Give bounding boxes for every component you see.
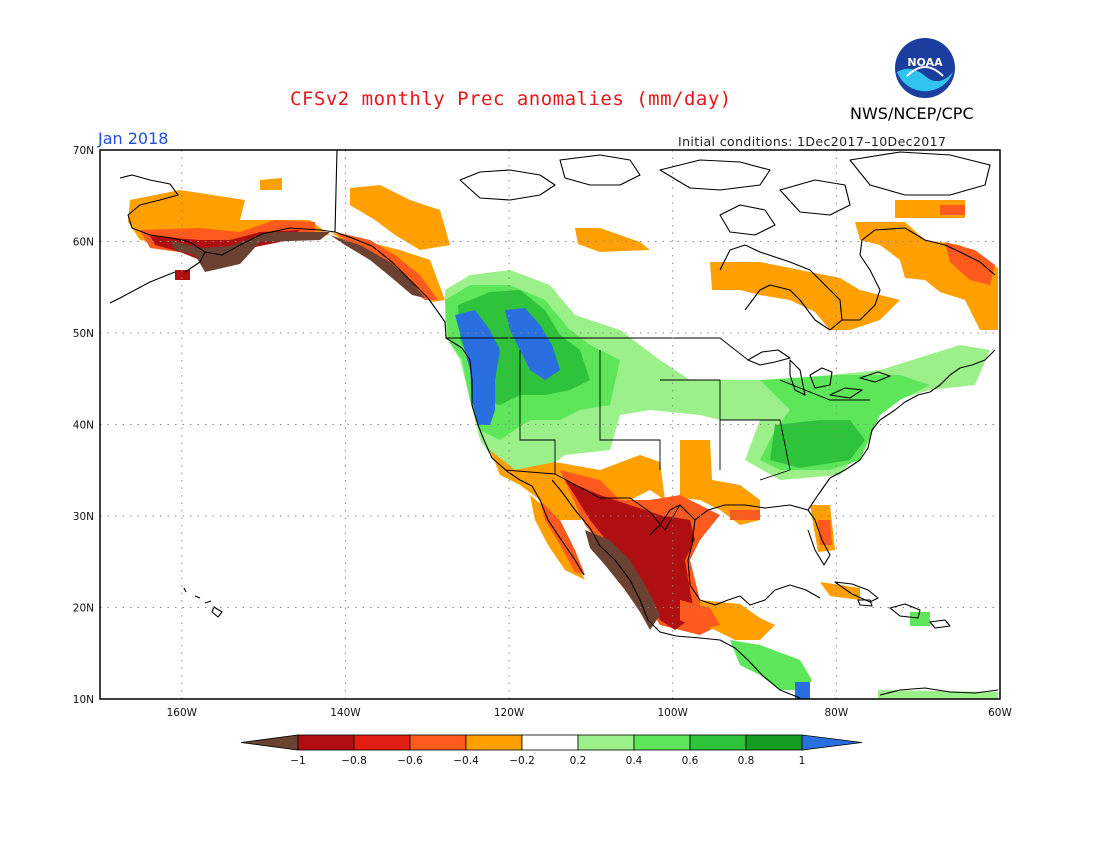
anomaly-region xyxy=(710,262,900,330)
colorbar-swatch xyxy=(689,734,747,751)
anomaly-region xyxy=(175,270,190,280)
map-title: CFSv2 monthly Prec anomalies (mm/day) xyxy=(290,88,732,110)
colorbar-swatch xyxy=(297,734,355,751)
colorbar-swatch xyxy=(465,734,523,751)
colorbar-arrow-left xyxy=(240,734,299,751)
colorbar-swatch xyxy=(577,734,635,751)
lon-label: 80W xyxy=(824,707,848,719)
anomaly-region xyxy=(730,640,812,690)
lon-label: 60W xyxy=(988,707,1012,719)
lon-label: 120W xyxy=(494,707,525,719)
lat-label: 40N xyxy=(73,420,94,432)
colorbar-tick-label: −0.4 xyxy=(453,755,479,767)
political-borders xyxy=(446,337,870,531)
colorbar-arrow-right xyxy=(801,734,863,751)
colorbar-swatch xyxy=(633,734,691,751)
lat-label: 20N xyxy=(73,603,94,615)
anomaly-region xyxy=(170,232,330,272)
anomaly-region xyxy=(505,308,560,380)
anomaly-region xyxy=(455,310,500,425)
anomaly-region xyxy=(585,530,660,630)
anomaly-region xyxy=(910,612,930,626)
colorbar-tick-label: −0.2 xyxy=(509,755,535,767)
anomaly-region xyxy=(680,600,720,630)
lat-lon-grid xyxy=(100,150,1000,699)
longitude-labels: 160W 140W 120W 100W 80W 60W xyxy=(167,707,1013,719)
colorbar-swatch xyxy=(409,734,467,751)
colorbar-tick-label: 1 xyxy=(799,755,806,767)
map-frame xyxy=(99,149,1001,700)
anomaly-region xyxy=(795,682,810,699)
anomaly-region xyxy=(820,582,860,600)
anomaly-region xyxy=(700,600,775,640)
anomaly-region xyxy=(330,235,425,298)
latitude-labels: 70N 60N 50N 40N 30N 20N 10N xyxy=(73,145,94,706)
lon-label: 100W xyxy=(658,707,689,719)
colorbar-swatch xyxy=(521,734,579,751)
lat-label: 50N xyxy=(73,328,94,340)
lat-label: 10N xyxy=(73,694,94,706)
colorbar-swatch xyxy=(353,734,411,751)
anomaly-region xyxy=(945,242,995,285)
anomaly-region xyxy=(730,510,760,520)
agency-label: NWS/NCEP/CPC xyxy=(850,104,974,123)
colorbar-tick-label: 0.8 xyxy=(738,755,755,767)
colorbar: −1 −0.8 −0.6 −0.4 −0.2 0.2 0.4 0.6 0.8 1 xyxy=(240,734,863,767)
colorbar-tick-label: 0.6 xyxy=(682,755,699,767)
coastlines xyxy=(109,149,999,699)
colorbar-tick-label: 0.2 xyxy=(570,755,587,767)
colorbar-tick-label: −0.8 xyxy=(341,755,367,767)
logo-text: NOAA xyxy=(907,56,943,69)
colorbar-tick-label: −1 xyxy=(290,755,305,767)
lat-label: 70N xyxy=(73,145,94,157)
lon-label: 140W xyxy=(330,707,361,719)
anomaly-region xyxy=(350,185,450,250)
anomaly-region xyxy=(818,520,832,545)
anomaly-field xyxy=(128,178,998,699)
anomaly-region xyxy=(680,440,760,525)
colorbar-tick-label: −0.6 xyxy=(397,755,423,767)
forecast-month: Jan 2018 xyxy=(98,129,169,148)
anomaly-region xyxy=(260,178,282,190)
anomaly-region xyxy=(575,228,650,252)
colorbar-swatch xyxy=(745,734,803,751)
anomaly-region xyxy=(565,480,695,630)
anomaly-region xyxy=(940,205,965,215)
anomaly-region xyxy=(770,420,865,468)
colorbar-tick-label: 0.4 xyxy=(626,755,643,767)
anomaly-region xyxy=(540,500,585,575)
noaa-logo-icon: NOAA xyxy=(895,38,955,98)
lat-label: 30N xyxy=(73,511,94,523)
lon-label: 160W xyxy=(167,707,198,719)
initial-conditions: Initial conditions: 1Dec2017–10Dec2017 xyxy=(678,134,947,149)
lat-label: 60N xyxy=(73,237,94,249)
